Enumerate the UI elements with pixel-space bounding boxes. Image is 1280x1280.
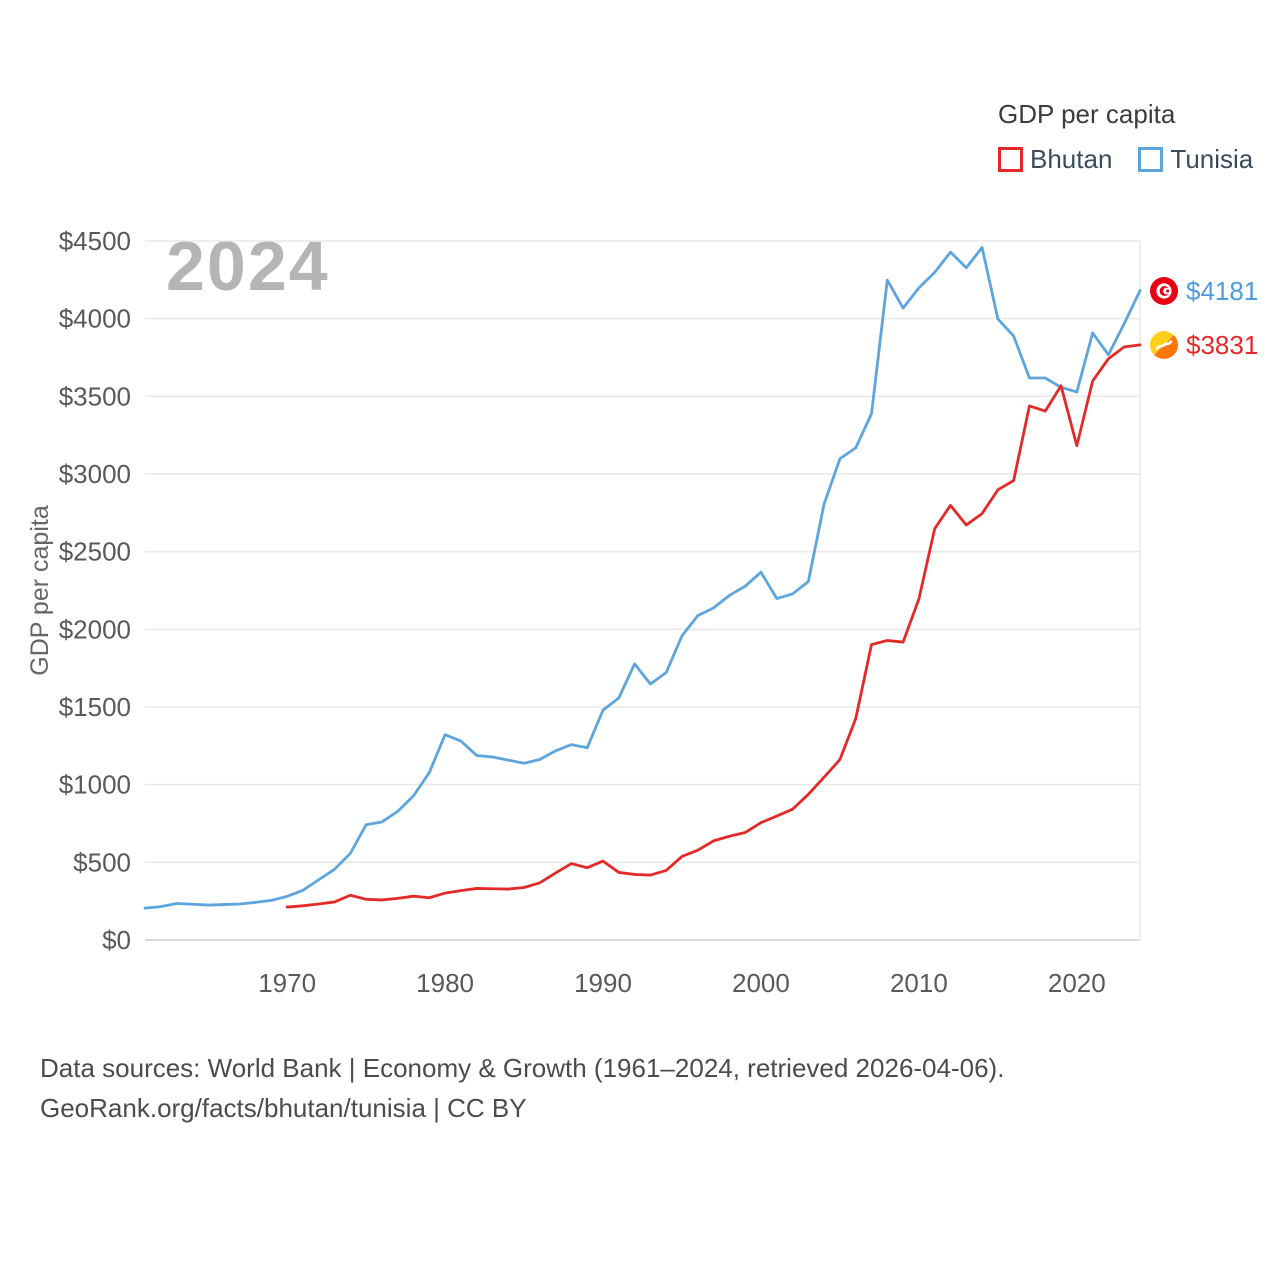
tunisia-flag-icon [1150,277,1178,306]
svg-text:$2500: $2500 [59,537,131,567]
svg-text:1970: 1970 [258,968,316,998]
bhutan-end-value: $3831 [1186,329,1259,360]
svg-text:1980: 1980 [416,968,474,998]
legend: GDP per capita Bhutan Tunisia [998,99,1253,175]
svg-text:$0: $0 [102,925,131,955]
watermark-year: 2024 [166,227,330,305]
svg-text:$4500: $4500 [59,226,131,256]
end-label-bhutan: $3831 [1150,330,1258,361]
svg-text:$3500: $3500 [59,381,131,411]
legend-items: Bhutan Tunisia [998,144,1253,175]
svg-text:$4000: $4000 [59,304,131,334]
footer-attribution-line: GeoRank.org/facts/bhutan/tunisia | CC BY [40,1093,527,1123]
svg-text:$3000: $3000 [59,459,131,489]
tunisia-end-value: $4181 [1186,275,1259,306]
legend-item-label: Tunisia [1170,144,1254,174]
svg-text:2000: 2000 [732,968,790,998]
svg-text:$500: $500 [73,847,131,877]
legend-item-label: Bhutan [1030,144,1113,174]
footer: Data sources: World Bank | Economy & Gro… [40,1048,1004,1128]
tunisia-swatch-icon [1138,147,1164,172]
bhutan-swatch-icon [998,147,1023,172]
svg-text:$1000: $1000 [59,770,131,800]
svg-text:GDP per capita: GDP per capita [26,505,54,676]
bhutan-flag-icon [1150,331,1178,360]
svg-text:$1500: $1500 [59,692,131,722]
footer-source-line: Data sources: World Bank | Economy & Gro… [40,1053,1005,1083]
legend-item-tunisia[interactable]: Tunisia [1138,144,1253,175]
legend-item-bhutan[interactable]: Bhutan [998,144,1112,175]
svg-text:2010: 2010 [890,968,948,998]
line-chart: $0 $500 $1000 $1500 $2000 $2500 $3000 $3500 $400… [26,226,1142,998]
end-label-tunisia: $4181 [1150,276,1258,307]
svg-text:2020: 2020 [1048,968,1106,998]
svg-text:$2000: $2000 [59,614,131,644]
legend-title: GDP per capita [998,99,1176,129]
svg-text:1990: 1990 [574,968,632,998]
